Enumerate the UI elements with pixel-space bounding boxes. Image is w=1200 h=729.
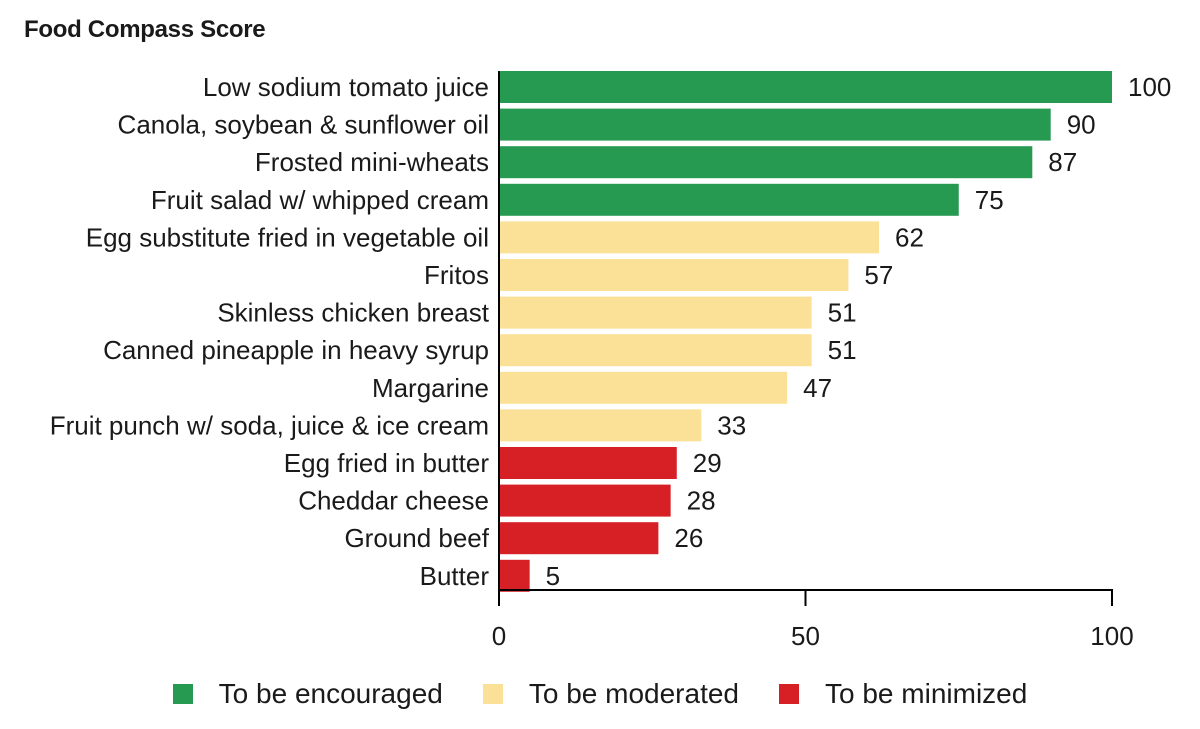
bar-cheddar-cheese (499, 484, 671, 517)
category-label-low-sodium-tomato-juice: Low sodium tomato juice (203, 72, 489, 102)
value-label-frosted-mini-wheats: 87 (1048, 147, 1077, 177)
value-label-low-sodium-tomato-juice: 100 (1128, 72, 1171, 102)
category-label-egg-fried-in-butter: Egg fried in butter (284, 448, 490, 478)
legend-label-encouraged: To be encouraged (218, 678, 443, 709)
legend-swatch-minimized (779, 684, 799, 704)
legend-item-moderated: To be moderated (482, 678, 739, 710)
value-label-margarine: 47 (803, 373, 832, 403)
bar-fruit-punch-w-soda-juice-ice-cream (499, 409, 702, 442)
bar-egg-fried-in-butter (499, 447, 677, 479)
bar-low-sodium-tomato-juice (499, 71, 1112, 103)
bar-fruit-salad-w-whipped-cream (499, 183, 959, 216)
bar-chart: Low sodium tomato juice 100 Canola, soybea… (50, 71, 1172, 651)
value-label-egg-fried-in-butter: 29 (693, 448, 722, 478)
bars-layer (499, 71, 1112, 592)
value-label-fruit-salad-w-whipped-cream: 75 (975, 185, 1004, 215)
bar-frosted-mini-wheats (499, 146, 1033, 179)
bar-margarine (499, 371, 788, 404)
labels-layer: Low sodium tomato juice 100 Canola, soybea… (50, 72, 1172, 591)
category-label-cheddar-cheese: Cheddar cheese (298, 486, 489, 516)
category-label-ground-beef: Ground beef (344, 523, 489, 553)
value-label-fritos: 57 (864, 260, 893, 290)
legend-swatch-encouraged (172, 684, 193, 704)
category-label-fruit-punch-w-soda-juice-ice-cream: Fruit punch w/ soda, juice & ice cream (50, 410, 489, 440)
value-label-skinless-chicken-breast: 51 (828, 298, 857, 328)
category-label-frosted-mini-wheats: Frosted mini-wheats (255, 147, 489, 177)
bar-canola-soybean-sunflower-oil (499, 108, 1051, 141)
legend-item-encouraged: To be encouraged (172, 678, 443, 710)
bar-butter (499, 559, 530, 592)
category-label-egg-substitute-fried-in-vegetable-oil: Egg substitute fried in vegetable oil (86, 222, 489, 252)
x-tick-label-100: 100 (1090, 621, 1133, 651)
bar-ground-beef (499, 522, 659, 555)
x-tick-label-0: 0 (492, 621, 506, 651)
legend-label-minimized: To be minimized (825, 678, 1028, 709)
bar-skinless-chicken-breast (499, 296, 812, 329)
value-label-cheddar-cheese: 28 (687, 486, 716, 516)
value-label-canola-soybean-sunflower-oil: 90 (1067, 110, 1096, 140)
value-label-fruit-punch-w-soda-juice-ice-cream: 33 (717, 410, 746, 440)
category-label-margarine: Margarine (372, 373, 489, 403)
value-label-butter: 5 (546, 561, 560, 591)
legend-item-minimized: To be minimized (779, 678, 1027, 710)
legend-swatch-moderated (482, 684, 503, 704)
value-label-ground-beef: 26 (674, 523, 703, 553)
category-label-canola-soybean-sunflower-oil: Canola, soybean & sunflower oil (118, 110, 489, 140)
category-label-fruit-salad-w-whipped-cream: Fruit salad w/ whipped cream (151, 185, 489, 215)
category-label-canned-pineapple-in-heavy-syrup: Canned pineapple in heavy syrup (103, 335, 489, 365)
bar-canned-pineapple-in-heavy-syrup (499, 334, 812, 367)
category-label-butter: Butter (420, 561, 490, 591)
bar-fritos (499, 259, 849, 291)
chart-title: Food Compass Score (24, 16, 266, 43)
legend-label-moderated: To be moderated (528, 678, 739, 709)
value-label-canned-pineapple-in-heavy-syrup: 51 (828, 335, 857, 365)
legend: To be encouraged To be moderated To be m… (0, 672, 1200, 716)
x-axis: 0 50 100 (492, 71, 1134, 651)
x-tick-label-50: 50 (791, 621, 820, 651)
value-label-egg-substitute-fried-in-vegetable-oil: 62 (895, 222, 924, 252)
category-label-fritos: Fritos (424, 260, 489, 290)
bar-egg-substitute-fried-in-vegetable-oil (499, 221, 880, 254)
category-label-skinless-chicken-breast: Skinless chicken breast (217, 298, 489, 328)
